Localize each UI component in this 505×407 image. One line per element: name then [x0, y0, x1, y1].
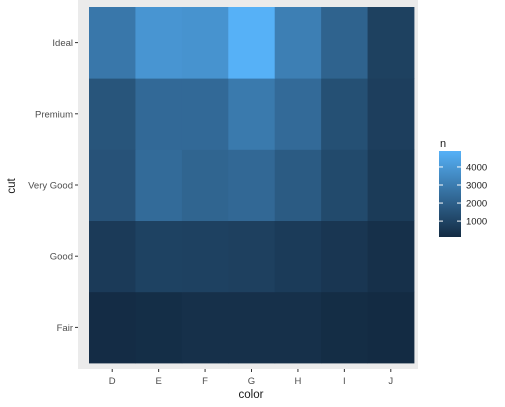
y-tick-label: Very Good [28, 181, 73, 192]
x-axis: D E F G H I J [109, 369, 393, 387]
x-tick-label: H [294, 376, 301, 387]
heatmap-tiles [89, 7, 415, 364]
heatmap-tile [89, 149, 136, 221]
heatmap-tile [135, 220, 183, 293]
y-tick-label: Ideal [52, 38, 73, 49]
legend-title: n [440, 138, 446, 150]
heatmap-tile [367, 291, 415, 364]
heatmap-tile [228, 220, 276, 293]
x-tick-label: I [343, 376, 346, 387]
heatmap-tile [321, 220, 368, 293]
heatmap-tile [181, 7, 229, 79]
y-axis-title: cut [6, 178, 18, 194]
heatmap-tile [228, 149, 276, 221]
heatmap-tile [274, 7, 322, 79]
x-tick-label: F [202, 376, 208, 387]
x-tick-label: G [248, 376, 255, 387]
heatmap-tile [89, 78, 136, 150]
legend-label: 1000 [466, 217, 487, 228]
heatmap-tile [228, 291, 276, 364]
y-tick-label: Premium [35, 109, 73, 120]
heatmap-tile [274, 149, 322, 221]
heatmap-tile [367, 149, 415, 221]
x-axis-title: color [239, 389, 264, 401]
x-tick-label: D [109, 376, 116, 387]
y-tick-label: Fair [57, 323, 73, 334]
y-tick-label: Good [50, 252, 73, 263]
x-tick-label: J [388, 376, 393, 387]
heatmap-tile [228, 7, 276, 79]
legend-ticks: 1000 2000 3000 4000 [439, 162, 487, 228]
heatmap-tile [89, 291, 136, 364]
y-axis: Fair Good Very Good Premium Ideal [28, 38, 78, 334]
heatmap-tile [181, 291, 229, 364]
heatmap-tile [89, 7, 136, 79]
heatmap-tile [181, 220, 229, 293]
heatmap-tile [367, 220, 415, 293]
x-tick-label: E [155, 376, 161, 387]
heatmap-tile [135, 291, 183, 364]
heatmap-tile [321, 78, 368, 150]
color-legend: n 1000 2000 3000 4000 [439, 138, 487, 237]
heatmap-tile [135, 78, 183, 150]
heatmap-tile [89, 220, 136, 293]
heatmap-tile [321, 149, 368, 221]
legend-label: 4000 [466, 162, 487, 173]
heatmap-tile [181, 78, 229, 150]
heatmap-tile [135, 7, 183, 79]
heatmap-tile [274, 291, 322, 364]
legend-label: 2000 [466, 199, 487, 210]
heatmap-tile [274, 78, 322, 150]
heatmap-tile [274, 220, 322, 293]
heatmap-tile [228, 78, 276, 150]
heatmap-tile [135, 149, 183, 221]
heatmap-tile [181, 149, 229, 221]
heatmap-tile [321, 7, 368, 79]
heatmap-tile [367, 7, 415, 79]
legend-colorbar [439, 151, 461, 237]
legend-label: 3000 [466, 181, 487, 192]
heatmap-tile [367, 78, 415, 150]
heatmap-tile [321, 291, 368, 364]
